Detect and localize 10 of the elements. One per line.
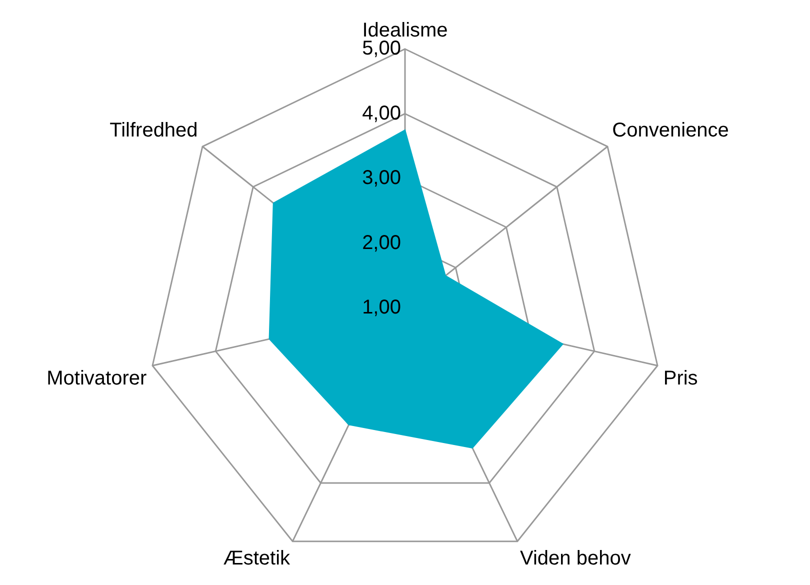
spoke-label: Pris	[663, 367, 698, 390]
y-tick-label: 1,00	[362, 296, 401, 319]
spoke-label: Convenience	[612, 119, 729, 142]
y-tick-label: 3,00	[362, 167, 401, 190]
y-tick-label: 4,00	[362, 102, 401, 124]
y-tick-label: 2,00	[362, 232, 401, 254]
spoke-label: Tilfredhed	[110, 119, 198, 142]
spoke-label: Motivatorer	[46, 367, 147, 390]
spoke-label: Viden behov	[520, 547, 631, 570]
spoke-label: Æstetik	[223, 547, 292, 570]
